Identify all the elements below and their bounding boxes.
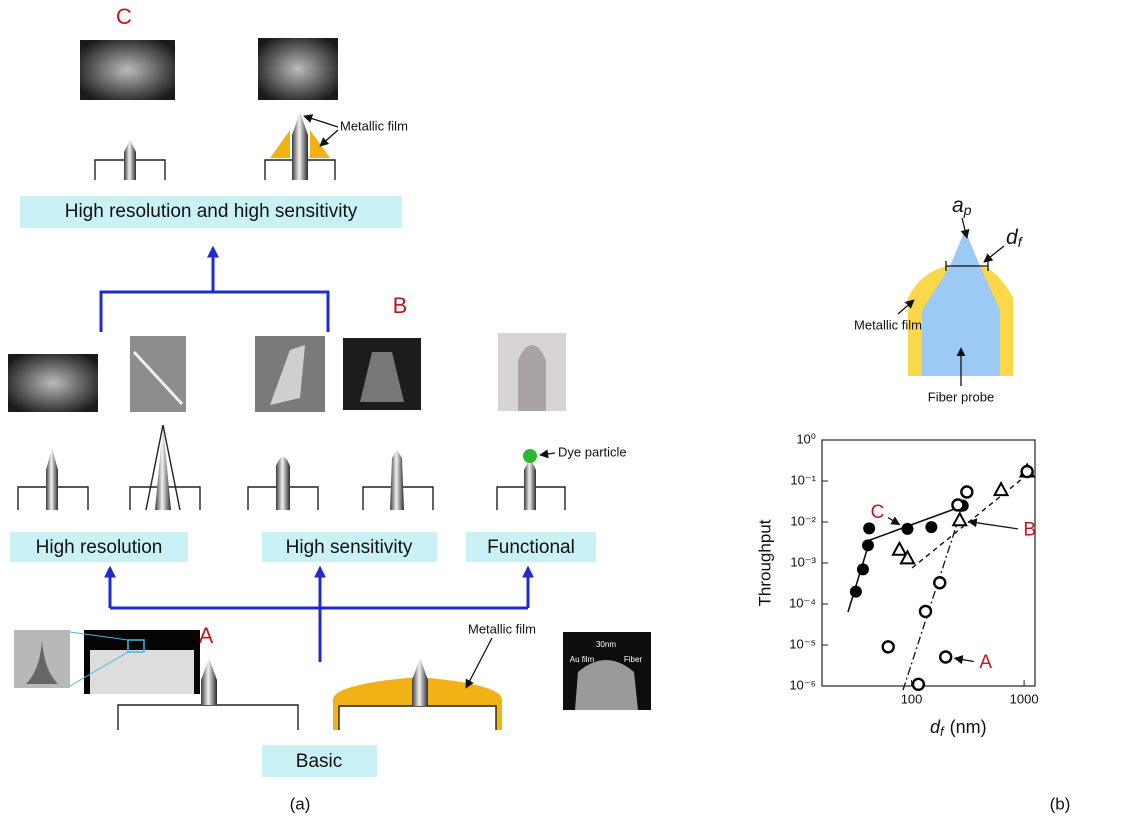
plot-frame — [822, 440, 1035, 686]
y-axis-label: Throughput — [755, 519, 774, 606]
subscript: f — [940, 724, 945, 739]
sem-label: Fiber — [624, 655, 643, 664]
point — [952, 499, 963, 510]
sem-label: 30nm — [596, 640, 616, 649]
point — [857, 563, 869, 575]
probe — [276, 457, 290, 510]
point — [1022, 466, 1033, 477]
point — [863, 522, 875, 534]
fit-line — [912, 470, 1033, 568]
subscript: f — [1018, 234, 1024, 250]
point — [925, 521, 937, 533]
sem-detail — [518, 345, 546, 411]
y-tick-label: 10⁻⁶ — [789, 677, 816, 692]
dye-label: Dye particle — [558, 444, 627, 459]
unit: (nm) — [950, 717, 987, 737]
label-b: B — [393, 293, 408, 318]
probe — [292, 112, 308, 180]
x-axis-label: df(nm) — [930, 717, 987, 740]
arrow — [320, 130, 338, 146]
probe — [201, 658, 217, 705]
box-label: High resolution and high sensitivity — [65, 201, 358, 222]
x-tick-label: 100 — [901, 691, 923, 706]
probe — [155, 425, 171, 510]
sem-image — [8, 354, 98, 412]
point — [934, 577, 945, 588]
sem-label: Au film — [570, 655, 595, 664]
panel-b-schematic: ap df Metallic film Fiber probe — [854, 194, 1024, 405]
arrow — [540, 453, 555, 455]
point — [953, 513, 966, 525]
fiber-label: Fiber probe — [928, 389, 994, 404]
bracket — [101, 292, 328, 332]
box-label: High resolution — [36, 537, 163, 558]
df-label: df — [1006, 226, 1024, 250]
probe — [390, 450, 404, 510]
point — [920, 606, 931, 617]
sem-detail — [90, 650, 194, 694]
y-tick-label: 10⁻⁵ — [789, 636, 816, 651]
label-c: C — [116, 4, 132, 29]
arrow — [969, 522, 1018, 529]
panel-a: C Metallic film High resolution and high… — [8, 4, 651, 814]
point — [850, 586, 862, 598]
label-a: A — [199, 623, 214, 648]
chart: Throughput df(nm) (b) 10⁰10⁻¹10⁻²10⁻³10⁻… — [755, 431, 1070, 813]
arrow — [984, 246, 1004, 262]
ap-label: ap — [952, 194, 972, 218]
series-label: B — [1023, 519, 1036, 540]
arrow — [304, 116, 338, 127]
point — [901, 523, 913, 535]
probe — [412, 658, 428, 706]
point — [883, 641, 894, 652]
box-label: Functional — [487, 537, 575, 558]
probe — [124, 140, 136, 180]
caption: (a) — [290, 794, 311, 813]
series-label: C — [871, 502, 885, 523]
y-tick-label: 10⁻³ — [790, 554, 816, 569]
subscript: p — [963, 202, 972, 218]
symbol: a — [952, 194, 964, 217]
caption: (b) — [1050, 794, 1071, 813]
box-label: Basic — [296, 751, 342, 772]
point — [995, 483, 1008, 495]
dye-particle — [523, 449, 537, 463]
point — [913, 679, 924, 690]
point — [961, 486, 972, 497]
figure: C Metallic film High resolution and high… — [0, 0, 1132, 822]
sem-image — [80, 40, 175, 100]
film-label: Metallic film — [854, 317, 922, 332]
film-label: Metallic film — [468, 621, 536, 636]
point — [940, 651, 951, 662]
point — [893, 543, 906, 555]
probe — [46, 448, 58, 510]
arrow — [466, 638, 492, 688]
probe — [524, 458, 536, 510]
film-label: Metallic film — [340, 118, 408, 133]
y-tick-label: 10⁻⁴ — [789, 595, 816, 610]
x-tick-label: 1000 — [1010, 691, 1039, 706]
series-label: A — [979, 652, 992, 673]
probe-base — [118, 705, 298, 730]
arrow — [955, 658, 974, 661]
point — [862, 539, 874, 551]
probe-base — [339, 706, 496, 730]
y-tick-label: 10⁻² — [790, 513, 816, 528]
y-tick-label: 10⁰ — [796, 431, 816, 446]
arrow — [888, 518, 899, 525]
sem-image — [258, 38, 338, 100]
box-label: High sensitivity — [286, 537, 413, 558]
y-tick-label: 10⁻¹ — [790, 472, 816, 487]
